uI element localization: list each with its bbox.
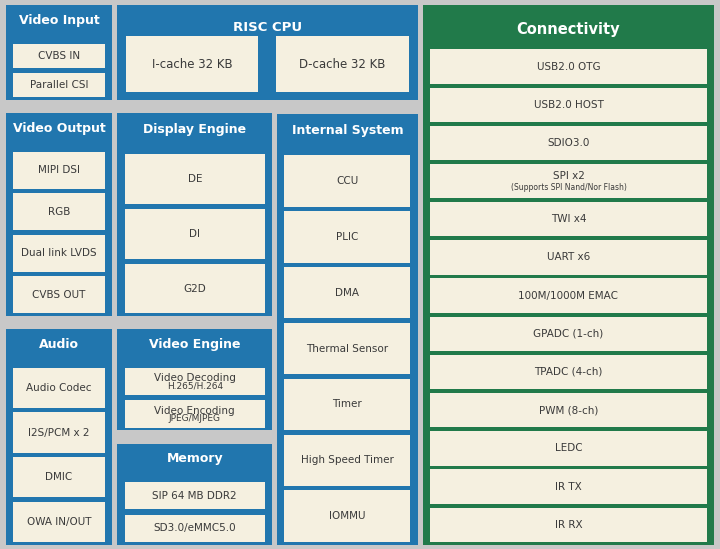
- Text: DMIC: DMIC: [45, 472, 73, 482]
- Text: USB2.0 OTG: USB2.0 OTG: [536, 61, 600, 71]
- FancyBboxPatch shape: [13, 235, 105, 272]
- Text: GPADC (1-ch): GPADC (1-ch): [534, 329, 603, 339]
- Text: Memory: Memory: [166, 452, 223, 465]
- Text: SDIO3.0: SDIO3.0: [547, 138, 590, 148]
- FancyBboxPatch shape: [276, 36, 408, 92]
- FancyBboxPatch shape: [284, 267, 410, 318]
- FancyBboxPatch shape: [284, 323, 410, 374]
- Text: USB2.0 HOST: USB2.0 HOST: [534, 100, 603, 110]
- Text: CCU: CCU: [336, 176, 359, 186]
- FancyBboxPatch shape: [430, 317, 707, 351]
- Text: IR RX: IR RX: [554, 520, 582, 530]
- Text: Audio Codec: Audio Codec: [27, 383, 91, 393]
- Text: CVBS IN: CVBS IN: [38, 51, 80, 61]
- Text: SPI x2: SPI x2: [552, 171, 585, 181]
- Text: DI: DI: [189, 229, 200, 239]
- FancyBboxPatch shape: [430, 393, 707, 427]
- FancyBboxPatch shape: [6, 113, 112, 316]
- FancyBboxPatch shape: [284, 490, 410, 542]
- Text: PWM (8-ch): PWM (8-ch): [539, 405, 598, 415]
- FancyBboxPatch shape: [13, 73, 105, 97]
- FancyBboxPatch shape: [284, 155, 410, 207]
- FancyBboxPatch shape: [125, 264, 265, 313]
- FancyBboxPatch shape: [430, 88, 707, 122]
- FancyBboxPatch shape: [13, 457, 105, 497]
- Text: SIP 64 MB DDR2: SIP 64 MB DDR2: [153, 491, 237, 501]
- FancyBboxPatch shape: [6, 5, 112, 100]
- FancyBboxPatch shape: [277, 114, 418, 545]
- Text: I-cache 32 KB: I-cache 32 KB: [152, 58, 233, 70]
- FancyBboxPatch shape: [6, 329, 112, 545]
- FancyBboxPatch shape: [430, 507, 707, 542]
- Text: MIPI DSI: MIPI DSI: [38, 165, 80, 175]
- FancyBboxPatch shape: [117, 5, 418, 100]
- Text: Audio: Audio: [39, 338, 79, 351]
- Text: UART x6: UART x6: [546, 253, 590, 262]
- FancyBboxPatch shape: [125, 401, 265, 428]
- FancyBboxPatch shape: [430, 126, 707, 160]
- Text: Video Encoding: Video Encoding: [155, 406, 235, 416]
- FancyBboxPatch shape: [13, 502, 105, 542]
- FancyBboxPatch shape: [125, 368, 265, 395]
- FancyBboxPatch shape: [117, 113, 272, 316]
- FancyBboxPatch shape: [284, 211, 410, 262]
- Text: I2S/PCM x 2: I2S/PCM x 2: [28, 428, 90, 438]
- Text: Internal System: Internal System: [292, 124, 403, 137]
- FancyBboxPatch shape: [125, 515, 265, 542]
- Text: Video Decoding: Video Decoding: [154, 373, 235, 383]
- Text: Thermal Sensor: Thermal Sensor: [306, 344, 389, 354]
- Text: D-cache 32 KB: D-cache 32 KB: [300, 58, 386, 70]
- FancyBboxPatch shape: [430, 431, 707, 466]
- FancyBboxPatch shape: [430, 49, 707, 84]
- Text: IR TX: IR TX: [555, 481, 582, 491]
- Text: H.265/H.264: H.265/H.264: [167, 382, 222, 391]
- Text: SD3.0/eMMC5.0: SD3.0/eMMC5.0: [153, 523, 236, 533]
- FancyBboxPatch shape: [284, 435, 410, 486]
- Text: Video Engine: Video Engine: [149, 338, 240, 351]
- Text: LEDC: LEDC: [554, 444, 582, 453]
- Text: PLIC: PLIC: [336, 232, 359, 242]
- FancyBboxPatch shape: [13, 152, 105, 189]
- Text: CVBS OUT: CVBS OUT: [32, 290, 86, 300]
- Text: Timer: Timer: [333, 400, 362, 410]
- FancyBboxPatch shape: [127, 36, 258, 92]
- Text: TWI x4: TWI x4: [551, 214, 586, 225]
- FancyBboxPatch shape: [117, 329, 272, 430]
- Text: High Speed Timer: High Speed Timer: [301, 455, 394, 466]
- Text: Display Engine: Display Engine: [143, 123, 246, 136]
- FancyBboxPatch shape: [13, 44, 105, 69]
- FancyBboxPatch shape: [430, 278, 707, 313]
- Text: Dual link LVDS: Dual link LVDS: [21, 248, 97, 258]
- FancyBboxPatch shape: [13, 412, 105, 452]
- Text: RGB: RGB: [48, 207, 71, 217]
- FancyBboxPatch shape: [125, 154, 265, 204]
- Text: IOMMU: IOMMU: [329, 511, 366, 521]
- FancyBboxPatch shape: [430, 202, 707, 237]
- Text: Connectivity: Connectivity: [517, 22, 620, 37]
- FancyBboxPatch shape: [13, 368, 105, 408]
- FancyBboxPatch shape: [430, 164, 707, 198]
- Text: DMA: DMA: [336, 288, 359, 298]
- FancyBboxPatch shape: [125, 482, 265, 509]
- FancyBboxPatch shape: [430, 240, 707, 274]
- Text: JPEG/MJPEG: JPEG/MJPEG: [168, 414, 221, 423]
- Text: Parallel CSI: Parallel CSI: [30, 80, 89, 90]
- FancyBboxPatch shape: [423, 5, 714, 545]
- Text: Video Input: Video Input: [19, 14, 99, 27]
- Text: (Supports SPI Nand/Nor Flash): (Supports SPI Nand/Nor Flash): [510, 183, 626, 193]
- FancyBboxPatch shape: [430, 355, 707, 389]
- FancyBboxPatch shape: [13, 193, 105, 231]
- FancyBboxPatch shape: [125, 209, 265, 259]
- Text: RISC CPU: RISC CPU: [233, 21, 302, 34]
- FancyBboxPatch shape: [430, 469, 707, 503]
- FancyBboxPatch shape: [284, 379, 410, 430]
- Text: TPADC (4-ch): TPADC (4-ch): [534, 367, 603, 377]
- Text: 100M/1000M EMAC: 100M/1000M EMAC: [518, 290, 618, 301]
- Text: G2D: G2D: [184, 284, 206, 294]
- Text: Video Output: Video Output: [13, 122, 105, 135]
- Text: DE: DE: [187, 174, 202, 184]
- FancyBboxPatch shape: [117, 444, 272, 545]
- FancyBboxPatch shape: [13, 276, 105, 313]
- Text: OWA IN/OUT: OWA IN/OUT: [27, 517, 91, 526]
